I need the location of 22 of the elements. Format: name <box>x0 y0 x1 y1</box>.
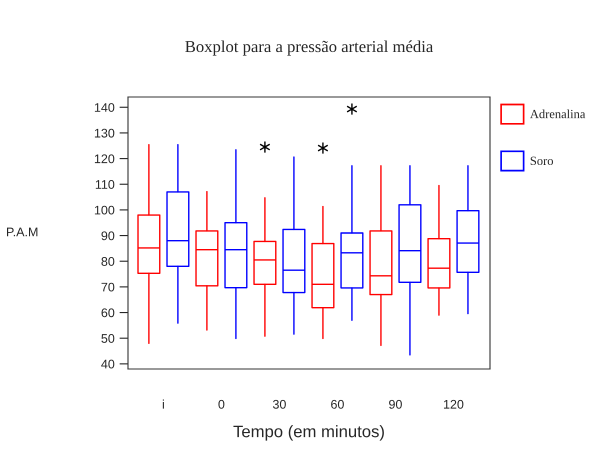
y-tick-label: 100 <box>94 206 114 215</box>
y-tick-label: 120 <box>94 154 114 164</box>
y-tick-label: 130 <box>94 128 114 138</box>
chart-title: Boxplot para a pressão arterial média <box>185 40 434 56</box>
y-tick-label: 110 <box>96 180 114 189</box>
x-axis-title: Tempo (em minutos) <box>233 425 384 441</box>
x-tick-label: 90 <box>389 400 402 409</box>
y-tick-label: 60 <box>102 308 114 318</box>
legend-label: Soro <box>530 156 554 166</box>
y-tick-label: 70 <box>102 282 114 292</box>
y-tick-label: 140 <box>94 103 114 112</box>
legend-label: Adrenalina <box>530 109 586 118</box>
x-tick-label: 30 <box>272 400 286 409</box>
y-tick-label: 90 <box>101 231 114 240</box>
x-tick-label: i <box>162 400 164 409</box>
x-tick-label: 120 <box>444 400 464 409</box>
y-tick-label: 40 <box>101 360 114 369</box>
y-axis-title: P.A.M <box>7 228 38 236</box>
y-tick-label: 80 <box>101 257 114 266</box>
x-tick-label: 0 <box>218 400 224 409</box>
x-tick-label: 60 <box>331 400 344 409</box>
y-tick-label: 50 <box>101 334 114 343</box>
